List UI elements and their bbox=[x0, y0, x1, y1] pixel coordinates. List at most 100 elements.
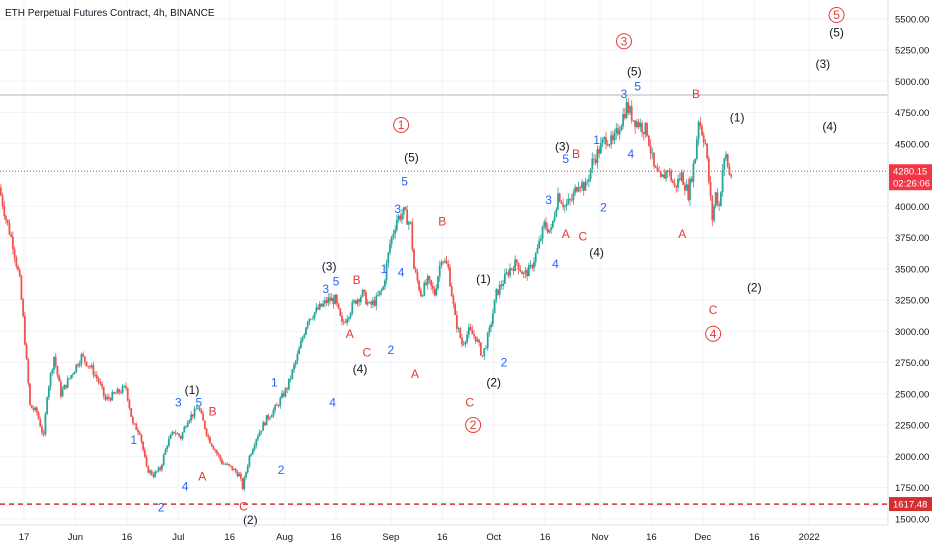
candle-body bbox=[378, 291, 381, 296]
candle-body bbox=[39, 419, 42, 427]
candle-body bbox=[169, 435, 172, 439]
candle-body bbox=[18, 270, 21, 277]
chart-title: ETH Perpetual Futures Contract, 4h, BINA… bbox=[5, 8, 215, 19]
candle-body bbox=[179, 436, 182, 439]
candle-body bbox=[54, 356, 57, 366]
candle-body bbox=[219, 455, 222, 460]
candle-body bbox=[406, 209, 409, 225]
candle-body bbox=[61, 389, 64, 397]
candle-body bbox=[704, 142, 707, 144]
candle-body bbox=[87, 366, 90, 367]
wave-circle bbox=[616, 33, 632, 50]
candle-body bbox=[606, 144, 609, 146]
candle-body bbox=[356, 299, 359, 304]
candle-body bbox=[380, 289, 383, 292]
candle-body bbox=[164, 449, 167, 455]
wave-label: B bbox=[438, 214, 446, 228]
candle-body bbox=[353, 300, 355, 303]
candle-body bbox=[140, 434, 143, 442]
x-tick-label: Nov bbox=[592, 532, 609, 543]
y-tick-label: 5500.00 bbox=[895, 14, 929, 25]
candle-body bbox=[709, 182, 712, 196]
candle-body bbox=[5, 216, 7, 220]
candle-body bbox=[649, 145, 652, 154]
candle-body bbox=[166, 446, 169, 450]
candle-body bbox=[707, 158, 710, 183]
wave-label: 2 bbox=[600, 201, 607, 215]
candle-body bbox=[329, 297, 331, 302]
candle-body bbox=[171, 431, 174, 436]
wave-label: (5) bbox=[627, 64, 642, 78]
candle-body bbox=[548, 229, 551, 233]
candle-body bbox=[414, 268, 417, 273]
candle-body bbox=[8, 223, 11, 235]
candle-body bbox=[73, 371, 76, 375]
candle-body bbox=[113, 392, 115, 394]
candle-body bbox=[327, 297, 330, 304]
candle-body bbox=[387, 252, 390, 264]
candle-body bbox=[653, 152, 655, 167]
candle-body bbox=[689, 178, 691, 200]
wave-label: 5 bbox=[196, 396, 203, 410]
candle-body bbox=[131, 416, 134, 424]
candle-body bbox=[656, 167, 659, 172]
candle-body bbox=[531, 264, 534, 269]
candle-body bbox=[481, 355, 484, 357]
candle-body bbox=[411, 221, 414, 250]
candle-body bbox=[647, 135, 650, 146]
candle-body bbox=[66, 378, 69, 388]
candle-body bbox=[591, 158, 594, 169]
candle-body bbox=[474, 336, 477, 342]
candle-body bbox=[90, 365, 93, 368]
candle-body bbox=[243, 477, 246, 489]
candle-body bbox=[553, 216, 556, 221]
candle-body bbox=[719, 192, 722, 206]
candle-body bbox=[371, 300, 374, 305]
y-tick-label: 3500.00 bbox=[895, 264, 929, 275]
candle-body bbox=[646, 122, 649, 136]
candle-body bbox=[620, 126, 623, 131]
x-tick-label: Oct bbox=[486, 532, 501, 543]
candle-body bbox=[46, 397, 49, 414]
candle-body bbox=[510, 268, 513, 270]
wave-label: 5 bbox=[401, 174, 408, 188]
candle-body bbox=[428, 276, 431, 280]
candle-body bbox=[205, 428, 208, 436]
wave-label: (1) bbox=[730, 111, 745, 125]
x-tick-label: 16 bbox=[749, 532, 760, 543]
candle-body bbox=[234, 468, 237, 472]
candle-body bbox=[572, 192, 575, 201]
candle-body bbox=[613, 133, 616, 141]
candle-body bbox=[666, 170, 669, 172]
candle-body bbox=[522, 273, 525, 275]
candle-body bbox=[627, 102, 630, 113]
x-tick-label: Jul bbox=[172, 532, 184, 543]
y-tick-label: 2000.00 bbox=[895, 452, 929, 463]
candle-body bbox=[668, 170, 671, 172]
candle-body bbox=[56, 365, 59, 376]
candle-body bbox=[269, 417, 271, 419]
candle-body bbox=[502, 283, 505, 286]
candle-body bbox=[658, 171, 661, 173]
candle-body bbox=[524, 270, 527, 274]
y-tick-label: 1750.00 bbox=[895, 483, 929, 494]
wave-circle bbox=[393, 117, 410, 133]
candle-body bbox=[545, 221, 547, 229]
y-tick-label: 3750.00 bbox=[895, 233, 929, 244]
circled-wave-label: 4 bbox=[710, 327, 717, 341]
candle-body bbox=[366, 302, 369, 305]
candle-body bbox=[503, 273, 506, 284]
candle-body bbox=[618, 130, 621, 135]
candle-body bbox=[459, 328, 462, 338]
candle-body bbox=[311, 318, 314, 319]
candle-body bbox=[200, 410, 203, 414]
candle-body bbox=[80, 354, 83, 364]
candle-body bbox=[445, 260, 448, 265]
candle-body bbox=[529, 264, 532, 266]
wave-label: 3 bbox=[394, 202, 401, 216]
candle-body bbox=[59, 381, 62, 397]
candle-body bbox=[587, 179, 590, 182]
candle-body bbox=[83, 356, 86, 362]
candle-body bbox=[687, 184, 690, 200]
candle-body bbox=[728, 166, 731, 175]
